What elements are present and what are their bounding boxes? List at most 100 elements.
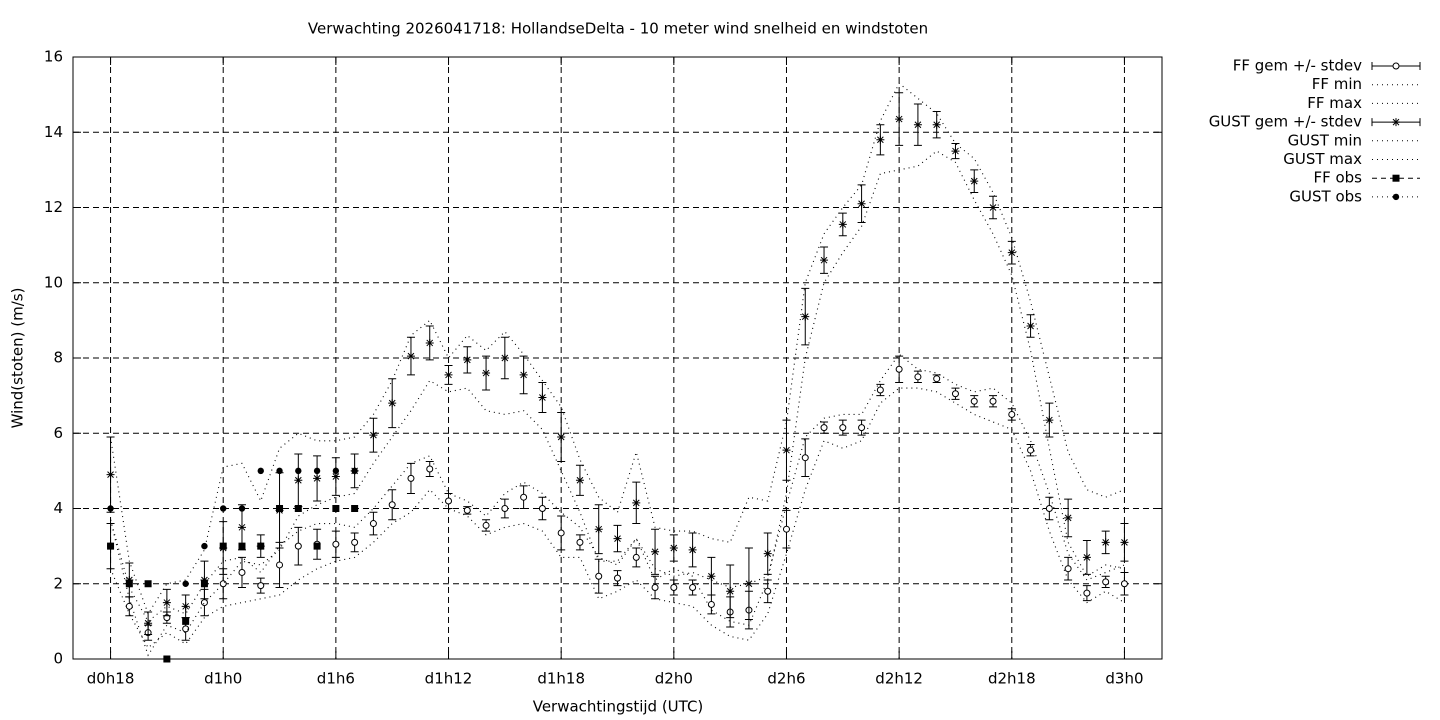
- x-tick-label: d0h18: [87, 670, 135, 688]
- point: [970, 177, 979, 186]
- point: [575, 476, 584, 485]
- x-tick-label: d1h12: [425, 670, 473, 688]
- y-tick-label: 2: [53, 574, 63, 592]
- legend-label: GUST gem +/- stdev: [1209, 113, 1362, 131]
- point: [276, 467, 283, 475]
- point: [689, 584, 697, 592]
- point: [914, 373, 922, 381]
- point: [651, 584, 659, 592]
- point: [313, 467, 321, 475]
- point: [238, 505, 246, 512]
- point: [201, 542, 208, 550]
- point: [463, 506, 471, 514]
- point: [614, 574, 621, 582]
- point: [482, 369, 491, 378]
- y-tick-label: 6: [53, 424, 63, 442]
- point: [538, 505, 546, 512]
- point: [613, 534, 622, 543]
- legend-label: GUST min: [1288, 131, 1362, 149]
- point: [989, 203, 998, 212]
- point: [838, 220, 847, 229]
- legend-marker: [1392, 193, 1400, 201]
- y-tick-label: 10: [44, 273, 63, 291]
- y-tick-label: 0: [53, 650, 63, 668]
- point: [801, 454, 809, 462]
- point: [463, 355, 472, 364]
- point: [1045, 505, 1053, 512]
- point: [482, 521, 490, 529]
- point: [632, 553, 640, 561]
- point: [857, 199, 866, 208]
- point: [1064, 565, 1072, 573]
- point: [1102, 578, 1110, 586]
- point: [1008, 410, 1016, 418]
- point: [238, 568, 246, 576]
- legend-marker: [1392, 118, 1400, 127]
- point: [219, 542, 227, 550]
- chart-title: Verwachting 2026041718: HollandseDelta -…: [308, 20, 928, 38]
- point: [276, 561, 284, 569]
- point: [388, 399, 397, 408]
- point: [351, 538, 359, 546]
- point: [369, 431, 378, 440]
- point: [294, 542, 302, 550]
- point: [839, 424, 847, 432]
- point: [125, 602, 133, 610]
- point: [181, 602, 190, 611]
- point: [895, 365, 903, 373]
- point: [257, 467, 264, 475]
- point: [107, 505, 114, 512]
- point: [276, 505, 284, 512]
- point: [237, 523, 246, 532]
- plot-frame: [72, 56, 1163, 660]
- point: [895, 115, 904, 124]
- legend-marker: [1392, 62, 1400, 70]
- point: [332, 505, 340, 512]
- point: [388, 501, 396, 509]
- point: [669, 544, 678, 553]
- point: [294, 476, 303, 485]
- point: [331, 472, 340, 481]
- y-axis-label: Wind(stoten) (m/s): [9, 288, 27, 429]
- point: [801, 312, 810, 321]
- point: [332, 540, 340, 548]
- point: [257, 582, 265, 590]
- y-tick-label: 12: [44, 198, 63, 216]
- point: [951, 390, 959, 398]
- x-tick-label: d1h6: [317, 670, 355, 688]
- point: [1120, 538, 1129, 547]
- point: [933, 375, 941, 383]
- point: [200, 575, 209, 584]
- point: [820, 256, 829, 265]
- point: [688, 545, 697, 554]
- legend-label: FF max: [1307, 94, 1362, 112]
- y-tick-label: 4: [53, 499, 63, 517]
- point: [125, 575, 134, 584]
- x-axis-label: Verwachtingstijd (UTC): [533, 698, 704, 716]
- x-tick-label: d2h18: [988, 670, 1036, 688]
- point: [107, 542, 115, 550]
- x-tick-label: d3h0: [1105, 670, 1143, 688]
- legend-label: FF obs: [1313, 169, 1362, 187]
- x-tick-label: d1h0: [204, 670, 242, 688]
- point: [820, 424, 828, 432]
- x-tick-label: d1h18: [537, 670, 585, 688]
- point: [1120, 580, 1128, 588]
- point: [913, 120, 922, 129]
- point: [500, 354, 509, 362]
- point: [1083, 589, 1091, 597]
- point: [632, 498, 641, 507]
- point: [220, 505, 227, 512]
- point: [707, 572, 716, 581]
- point: [144, 580, 152, 588]
- point: [351, 467, 358, 475]
- point: [1027, 446, 1035, 454]
- point: [106, 470, 115, 479]
- legend-label: GUST max: [1283, 150, 1362, 168]
- point: [445, 497, 453, 505]
- point: [970, 397, 978, 405]
- point: [670, 584, 678, 592]
- point: [520, 493, 528, 501]
- point: [238, 542, 246, 550]
